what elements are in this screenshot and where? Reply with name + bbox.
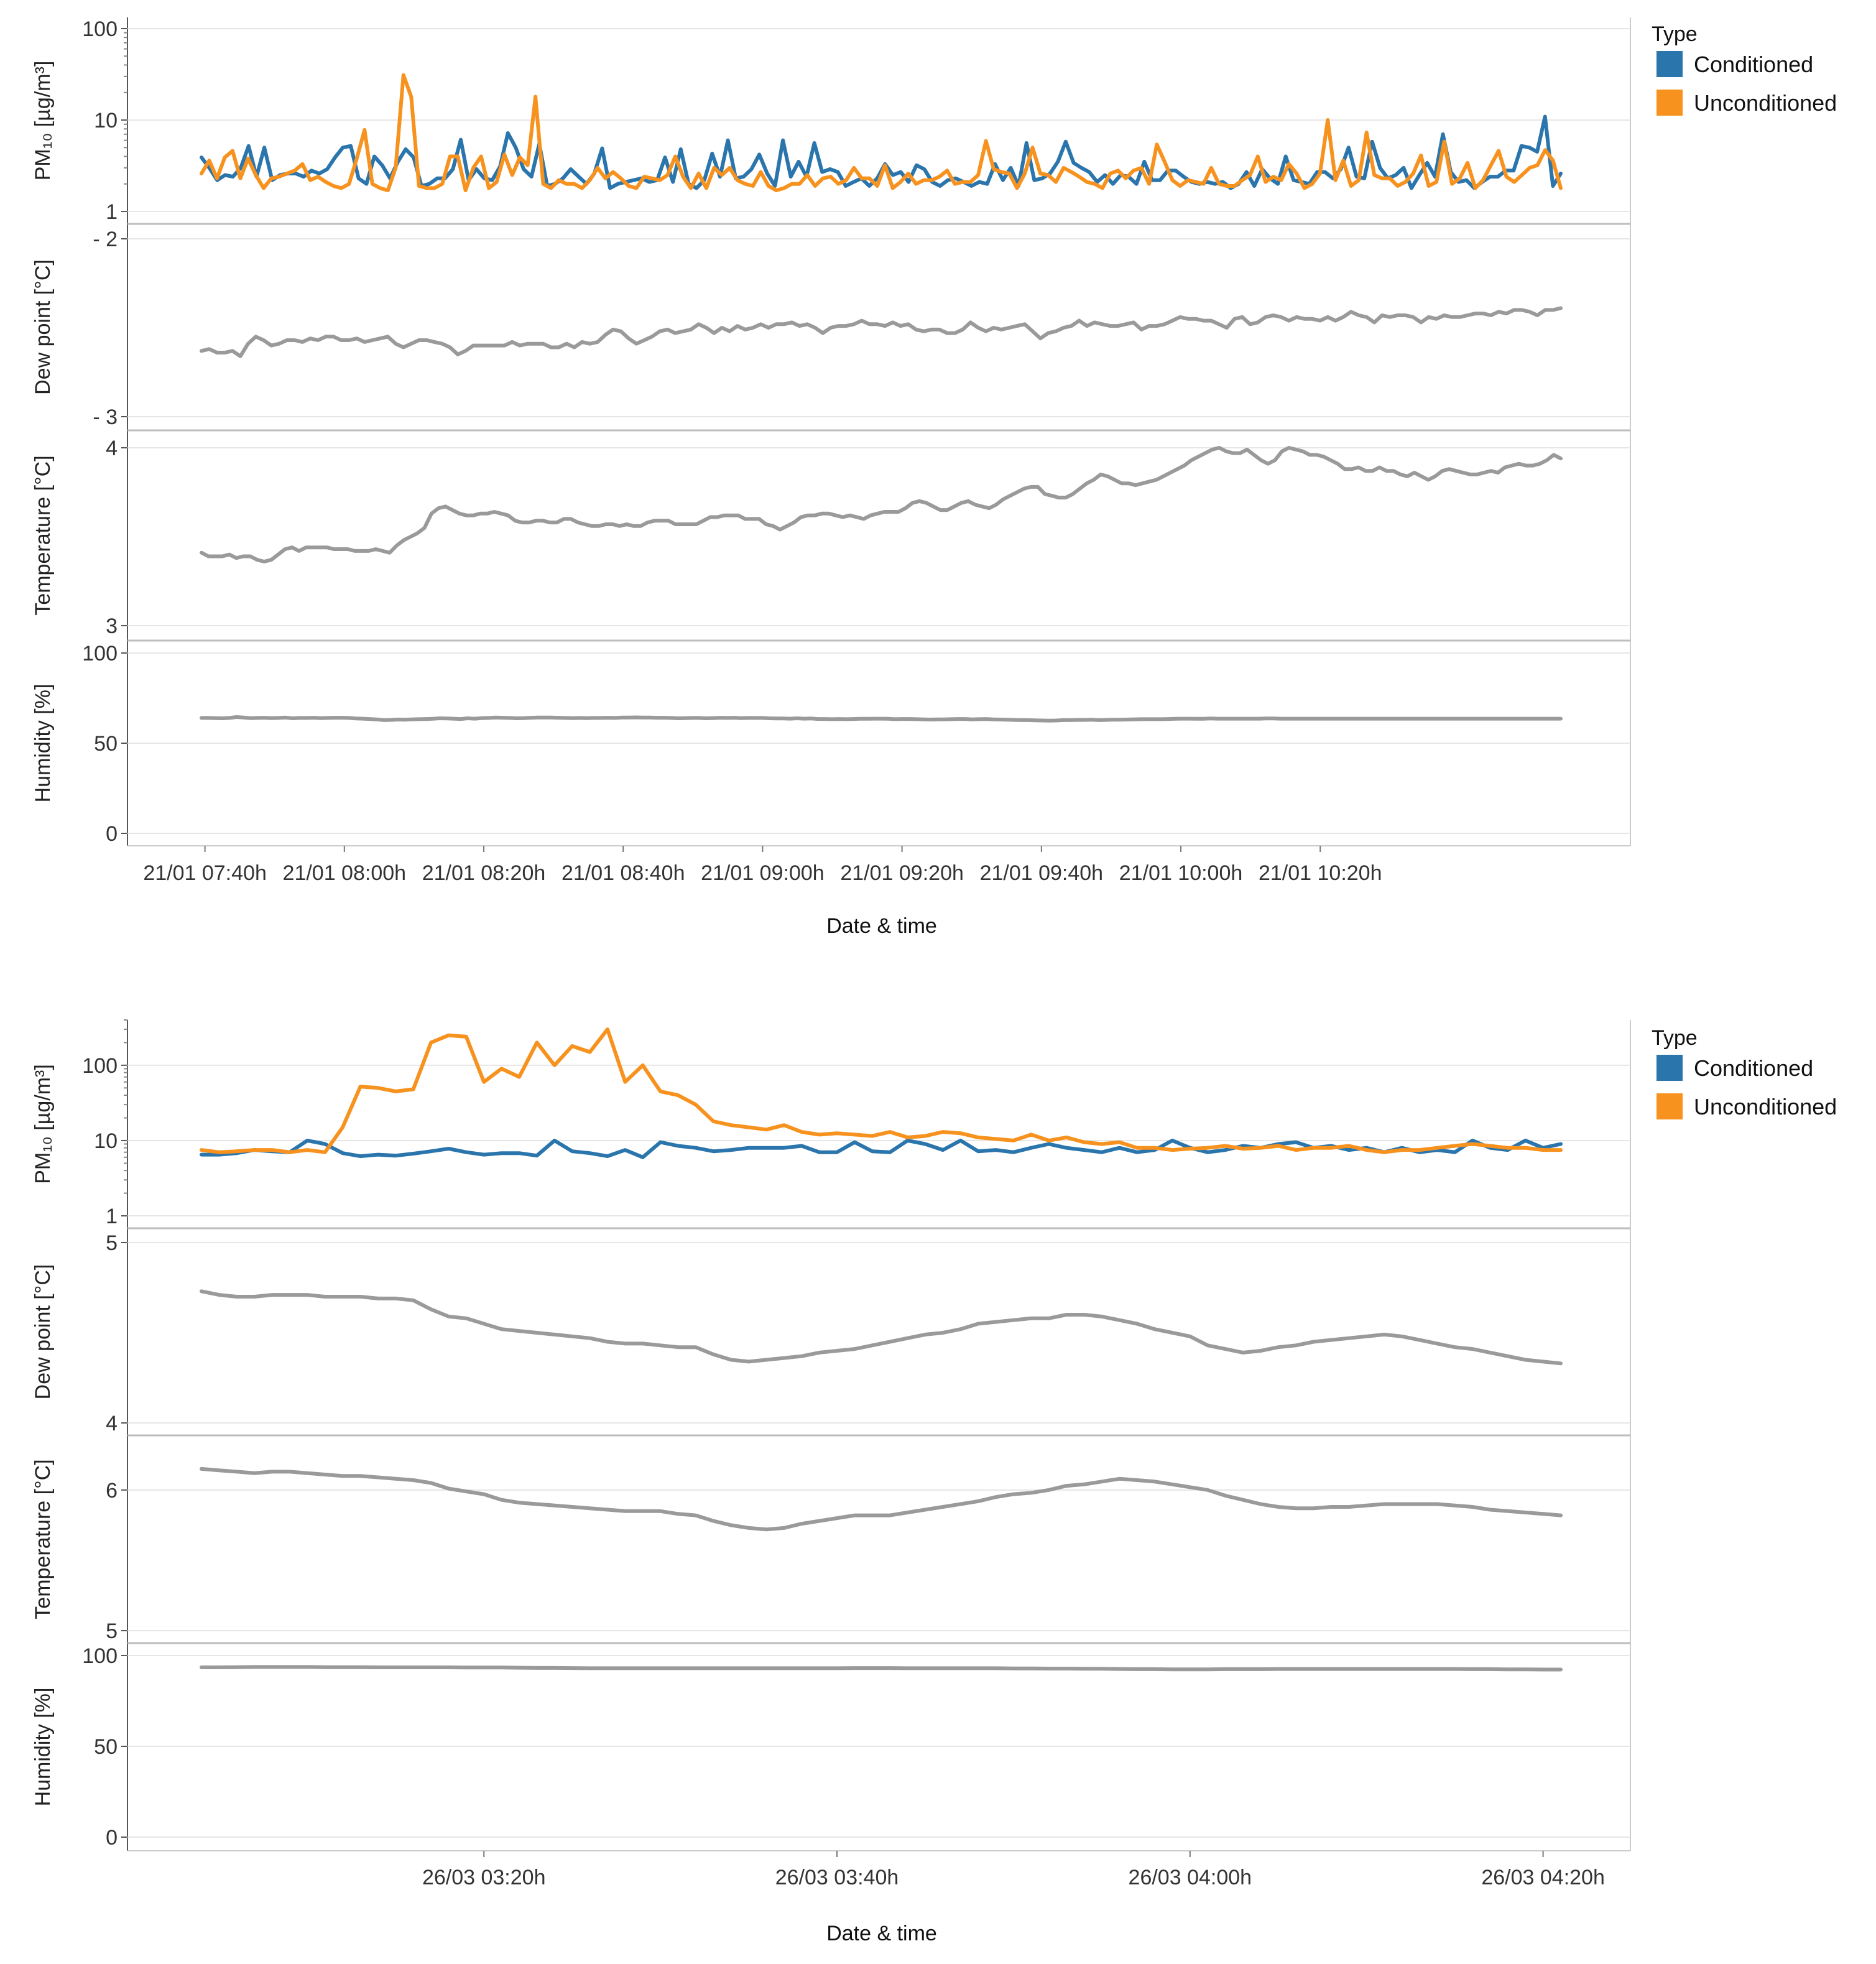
y-tick-label: 5 <box>106 1619 118 1643</box>
legend-2: Type Conditioned Unconditioned <box>1652 1026 1837 1119</box>
y-tick-label: 5 <box>106 1231 118 1255</box>
y-tick-label: 1 <box>106 1205 118 1228</box>
y-axis-label: Temperature [°C] <box>31 455 55 615</box>
y-axis-label: Dew point [°C] <box>31 259 55 395</box>
y-tick-label: 100 <box>82 17 118 41</box>
legend-label-conditioned-2: Conditioned <box>1694 1055 1813 1081</box>
y-tick-label: 4 <box>106 1412 118 1435</box>
y-axis-label: Humidity [%] <box>31 684 55 803</box>
series-line-unconditioned <box>200 1027 1563 1154</box>
y-tick-label: 10 <box>94 109 118 132</box>
x-tick-label: 21/01 07:40h <box>143 861 267 885</box>
legend-swatch-conditioned-2 <box>1657 1055 1683 1081</box>
x-tick-label: 26/03 04:00h <box>1129 1866 1252 1889</box>
y-tick-label: - 3 <box>93 405 118 429</box>
y-tick-label: 100 <box>82 1644 118 1668</box>
legend-label-unconditioned-2: Unconditioned <box>1694 1094 1837 1119</box>
y-tick-label: 100 <box>82 642 118 665</box>
legend-swatch-unconditioned-1 <box>1657 90 1683 116</box>
legend-label-unconditioned-1: Unconditioned <box>1694 90 1837 116</box>
series-line-dew-point <box>200 306 1563 358</box>
x-tick-label: 21/01 10:00h <box>1119 861 1243 885</box>
series-line-dew-point <box>200 1289 1563 1366</box>
x-axis-title-2: Date & time <box>826 1922 937 1945</box>
x-tick-label: 21/01 09:40h <box>980 861 1104 885</box>
series-line-temperature <box>200 446 1563 563</box>
y-tick-label: 3 <box>106 614 118 638</box>
y-tick-label: 100 <box>82 1054 118 1078</box>
y-axis-label: PM₁₀ [µg/m³] <box>31 61 55 181</box>
y-tick-label: 50 <box>94 732 118 756</box>
x-tick-label: 21/01 09:20h <box>840 861 964 885</box>
y-axis-label: PM₁₀ [µg/m³] <box>31 1064 55 1184</box>
series-line-unconditioned <box>200 73 1563 193</box>
x-tick-label: 21/01 08:00h <box>283 861 407 885</box>
legend-swatch-unconditioned-2 <box>1657 1093 1683 1119</box>
y-tick-label: 50 <box>94 1735 118 1759</box>
legend-title-1: Type <box>1652 22 1698 46</box>
series-line-temperature <box>200 1466 1563 1532</box>
series-line-humidity <box>200 1665 1563 1672</box>
y-tick-label: 1 <box>106 200 118 224</box>
y-axis-label: Temperature [°C] <box>31 1459 55 1619</box>
series-line-humidity <box>200 715 1563 723</box>
y-tick-label: 10 <box>94 1129 118 1153</box>
y-tick-label: 0 <box>106 822 118 846</box>
y-tick-label: 0 <box>106 1826 118 1850</box>
y-tick-label: 4 <box>106 437 118 460</box>
legend-swatch-conditioned-1 <box>1657 51 1683 77</box>
x-tick-label: 21/01 10:20h <box>1259 861 1382 885</box>
x-tick-label: 26/03 03:20h <box>422 1866 546 1889</box>
x-tick-label: 21/01 08:20h <box>422 861 546 885</box>
y-axis-label: Dew point [°C] <box>31 1264 55 1400</box>
y-tick-label: 6 <box>106 1479 118 1503</box>
x-tick-label: 21/01 09:00h <box>701 861 825 885</box>
x-axis-title-1: Date & time <box>826 914 937 938</box>
legend-title-2: Type <box>1652 1026 1698 1050</box>
x-tick-label: 26/03 04:20h <box>1481 1866 1605 1889</box>
legend-1: Type Conditioned Unconditioned <box>1652 22 1837 116</box>
x-tick-label: 21/01 08:40h <box>561 861 685 885</box>
legend-label-conditioned-1: Conditioned <box>1694 52 1813 77</box>
x-tick-label: 26/03 03:40h <box>775 1866 899 1889</box>
y-axis-label: Humidity [%] <box>31 1688 55 1807</box>
y-tick-label: - 2 <box>93 228 118 251</box>
